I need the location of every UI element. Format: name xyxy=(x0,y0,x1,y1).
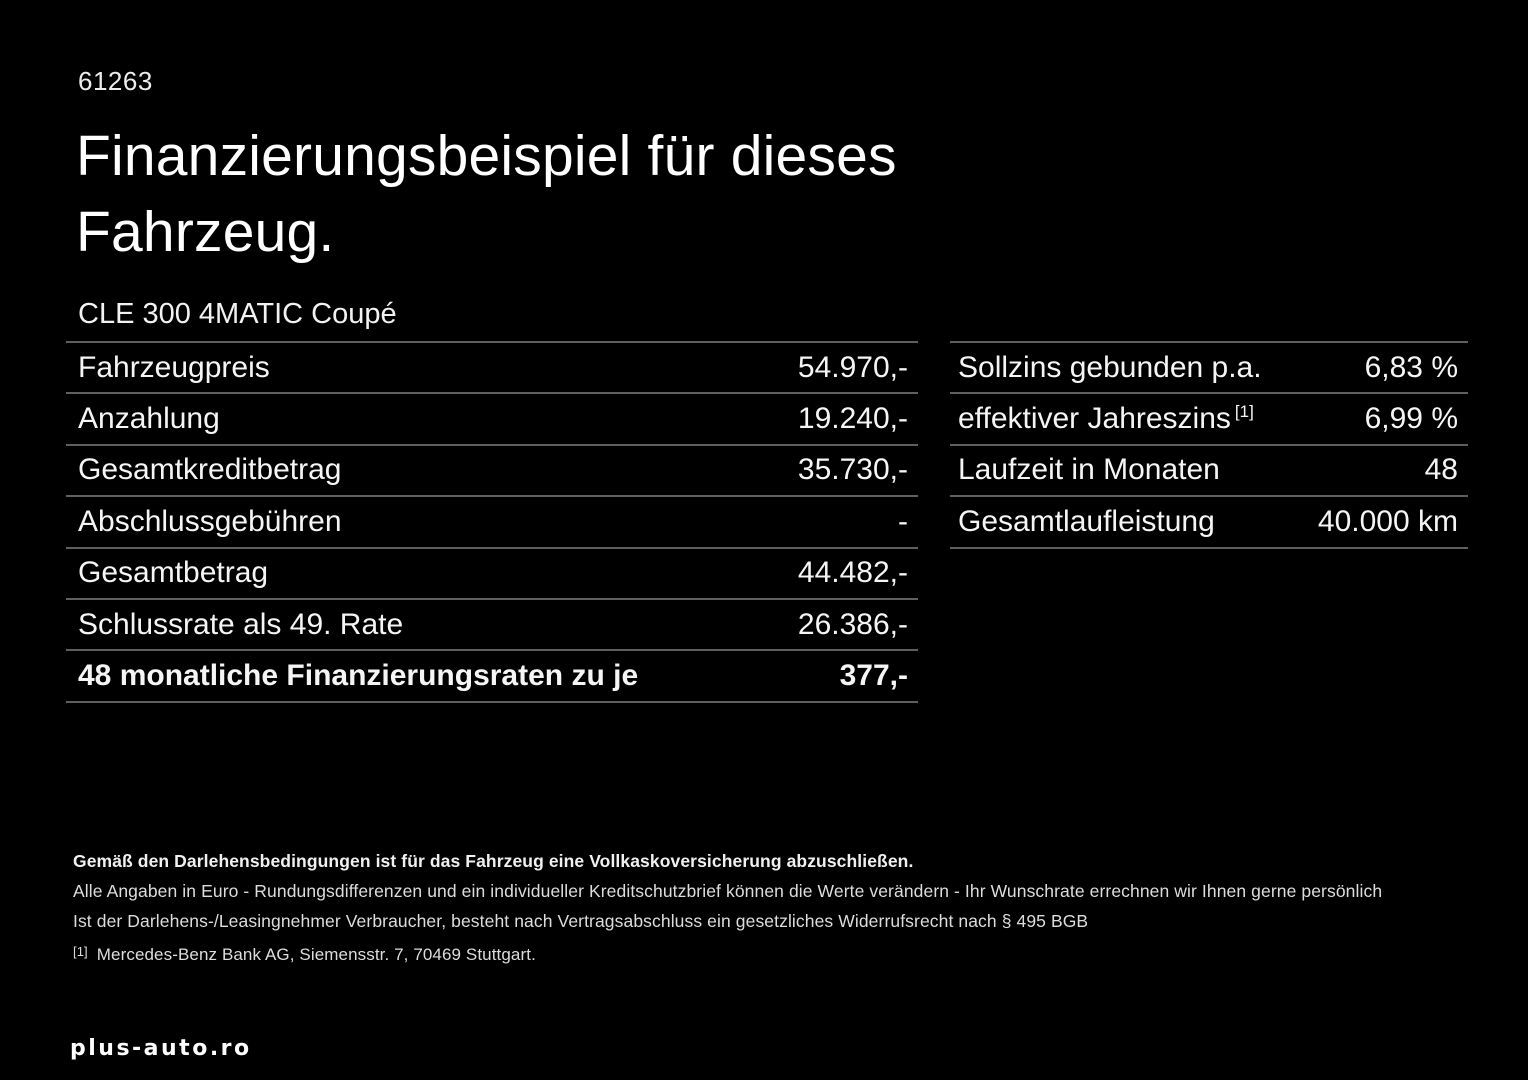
table-row-monatsraten: 48 monatliche Finanzierungsraten zu je 3… xyxy=(66,649,918,700)
row-label: Gesamtbetrag xyxy=(78,556,269,590)
table-row-schlussrate: Schlussrate als 49. Rate 26.386,- xyxy=(66,597,918,649)
row-value: 35.730,- xyxy=(797,453,908,487)
row-value: - xyxy=(898,504,908,538)
row-label-text: effektiver Jahreszins xyxy=(958,402,1231,436)
page-title-line-2: Fahrzeug. xyxy=(76,200,335,264)
bank-footnote: [1] Mercedes-Benz Bank AG, Siemensstr. 7,… xyxy=(73,944,536,965)
row-label: Anzahlung xyxy=(78,402,220,436)
row-label: Gesamtlaufleistung xyxy=(958,504,1215,538)
row-label: 48 monatliche Finanzierungsraten zu je xyxy=(78,659,639,693)
vehicle-model: CLE 300 4MATIC Coupé xyxy=(78,298,397,330)
row-label: Schlussrate als 49. Rate xyxy=(78,607,404,641)
insurance-note: Gemäß den Darlehensbedingungen ist für d… xyxy=(73,851,914,871)
row-value: 48 xyxy=(1424,453,1458,487)
financing-table-left: Fahrzeugpreis 54.970,- Anzahlung 19.240,… xyxy=(66,341,918,703)
table-row-sollzins: Sollzins gebunden p.a. 6,83 % xyxy=(950,341,1468,392)
table-row-gesamtlaufleistung: Gesamtlaufleistung 40.000 km xyxy=(950,495,1468,546)
row-value: 26.386,- xyxy=(797,607,908,641)
bank-footnote-text: Mercedes-Benz Bank AG, Siemensstr. 7, 70… xyxy=(96,945,536,964)
table-row-gesamtbetrag: Gesamtbetrag 44.482,- xyxy=(66,546,918,598)
row-value: 44.482,- xyxy=(797,556,908,590)
euro-note: Alle Angaben in Euro - Rundungsdifferenz… xyxy=(73,881,1383,901)
row-label: Fahrzeugpreis xyxy=(78,350,270,384)
table-row-effektiver-jahreszins: effektiver Jahreszins [1] 6,99 % xyxy=(950,392,1468,443)
table-row-abschlussgebuehren: Abschlussgebühren - xyxy=(66,495,918,546)
row-label: Gesamtkreditbetrag xyxy=(78,453,342,487)
table-row-anzahlung: Anzahlung 19.240,- xyxy=(66,392,918,443)
row-label: Laufzeit in Monaten xyxy=(958,453,1220,487)
row-value: 377,- xyxy=(839,659,908,693)
row-label: Abschlussgebühren xyxy=(78,504,342,538)
row-value: 6,83 % xyxy=(1364,350,1458,384)
row-value: 54.970,- xyxy=(797,350,908,384)
withdrawal-note: Ist der Darlehens-/Leasingnehmer Verbrau… xyxy=(73,911,1089,931)
page-title: Finanzierungsbeispiel für dieses Fahrzeu… xyxy=(76,118,897,270)
footnote-marker: [1] xyxy=(73,944,88,959)
reference-number: 61263 xyxy=(78,66,153,96)
plus-auto-watermark: plus-auto.ro xyxy=(70,1036,252,1061)
table-row-fahrzeugpreis: Fahrzeugpreis 54.970,- xyxy=(66,341,918,392)
financing-table-right: Sollzins gebunden p.a. 6,83 % effektiver… xyxy=(950,341,1468,549)
page-title-line-1: Finanzierungsbeispiel für dieses xyxy=(76,124,897,188)
row-value: 40.000 km xyxy=(1317,504,1458,538)
row-label: effektiver Jahreszins [1] xyxy=(958,402,1254,436)
row-label: Sollzins gebunden p.a. xyxy=(958,350,1262,384)
footnote-reference: [1] xyxy=(1234,402,1254,422)
table-row-laufzeit: Laufzeit in Monaten 48 xyxy=(950,443,1468,495)
table-row-gesamtkreditbetrag: Gesamtkreditbetrag 35.730,- xyxy=(66,443,918,495)
row-value: 19.240,- xyxy=(797,402,908,436)
row-value: 6,99 % xyxy=(1364,402,1458,436)
